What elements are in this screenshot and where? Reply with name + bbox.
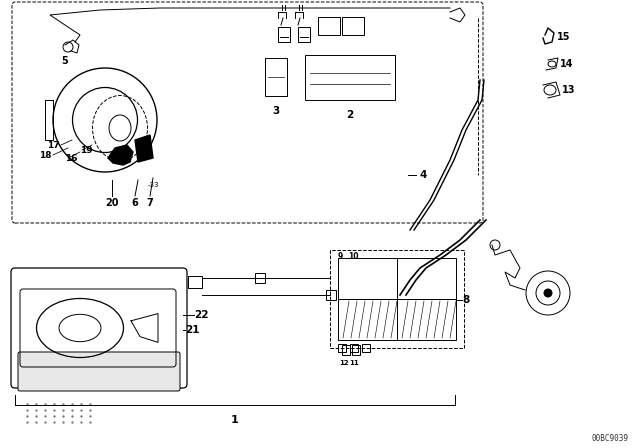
Text: 9: 9 (338, 252, 343, 261)
Bar (188, 276, 202, 288)
Circle shape (544, 289, 552, 297)
Text: 16: 16 (65, 154, 77, 163)
Text: 15: 15 (557, 32, 570, 42)
Text: 10: 10 (348, 252, 358, 261)
Text: 3: 3 (273, 106, 280, 116)
Text: -33: -33 (148, 182, 159, 188)
Text: 11: 11 (349, 360, 359, 366)
Bar (362, 344, 370, 352)
Text: 1: 1 (231, 415, 239, 425)
Text: 22: 22 (194, 310, 209, 320)
Text: 12: 12 (339, 360, 349, 366)
Text: 6: 6 (132, 198, 138, 208)
Bar (305, 55, 395, 100)
Bar (298, 27, 310, 42)
FancyBboxPatch shape (18, 352, 180, 391)
Bar (338, 258, 456, 340)
Text: 18: 18 (40, 151, 52, 159)
Bar (255, 273, 265, 283)
Text: 19: 19 (80, 146, 93, 155)
Bar (342, 345, 350, 355)
Bar (265, 58, 287, 96)
Text: 8: 8 (462, 295, 469, 305)
Text: 21: 21 (185, 325, 200, 335)
Polygon shape (135, 135, 153, 162)
Text: 17: 17 (47, 141, 60, 150)
Text: 4: 4 (420, 170, 428, 180)
Bar (326, 290, 336, 300)
Bar (330, 250, 464, 348)
Bar (350, 344, 358, 352)
Bar (318, 17, 340, 35)
Text: 13: 13 (562, 85, 575, 95)
Text: 14: 14 (560, 59, 573, 69)
Bar (278, 27, 290, 42)
Text: 00BC9039: 00BC9039 (591, 434, 628, 443)
Text: 5: 5 (61, 56, 68, 66)
Polygon shape (108, 145, 133, 165)
Text: 7: 7 (147, 198, 154, 208)
Bar (352, 345, 360, 355)
Text: 2: 2 (346, 110, 354, 120)
Text: 20: 20 (105, 198, 119, 208)
Bar (338, 344, 346, 352)
Bar (342, 17, 364, 35)
